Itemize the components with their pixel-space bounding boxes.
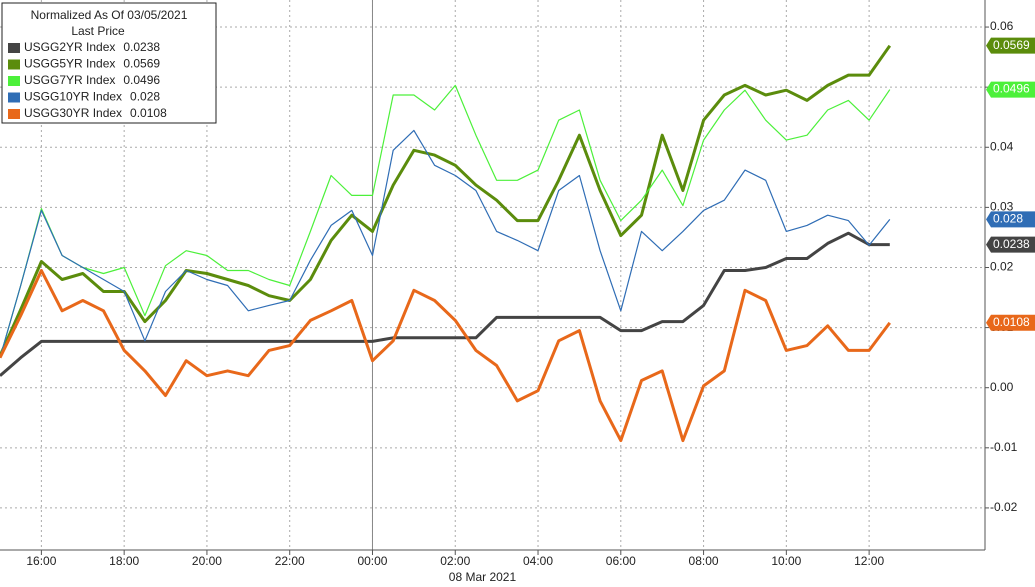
x-tick-label: 02:00 [440, 554, 470, 568]
legend-label: USGG30YR Index [24, 106, 122, 120]
tag-shape [986, 236, 1035, 253]
y-tick-label: 0.00 [990, 380, 1014, 394]
tag-shape [986, 37, 1035, 54]
y-tick-label: 0.02 [990, 260, 1014, 274]
x-tick-label: 00:00 [357, 554, 387, 568]
series-line [0, 129, 891, 358]
series-line [0, 84, 891, 358]
y-tick-label: 0.04 [990, 139, 1014, 153]
x-tick-label: 18:00 [109, 554, 139, 568]
legend-box [1, 2, 217, 124]
tag-shape [986, 211, 1035, 228]
legend-swatch [8, 109, 20, 119]
legend-value: 0.0108 [130, 106, 167, 120]
legend-value: 0.028 [130, 90, 160, 104]
x-tick-label: 06:00 [606, 554, 636, 568]
y-tick-label: 0.03 [990, 200, 1014, 214]
x-tick-label: 12:00 [854, 554, 884, 568]
series-line [0, 231, 890, 377]
legend-swatch [8, 76, 20, 86]
last-value-tag: 0.0569 [986, 37, 1035, 54]
legend-swatch [8, 59, 20, 70]
legend-title: Normalized As Of 03/05/2021 [31, 8, 188, 22]
last-value-tag: 0.0238 [986, 236, 1035, 253]
legend-value: 0.0496 [123, 73, 160, 87]
y-tick-label: -0.01 [990, 440, 1018, 454]
legend-swatch [8, 43, 20, 53]
series-line [0, 44, 892, 357]
last-value-tag: 0.0496 [986, 81, 1035, 98]
legend-value: 0.0238 [123, 40, 160, 54]
legend-label: USGG7YR Index [24, 73, 115, 87]
legend-swatch [8, 92, 20, 103]
tag-label: 0.0496 [993, 82, 1030, 96]
tag-label: 0.0238 [993, 237, 1030, 251]
tag-shape [986, 314, 1035, 331]
series-line [0, 269, 891, 443]
x-tick-label: 22:00 [275, 554, 305, 568]
tag-label: 0.0108 [993, 315, 1030, 329]
tag-label: 0.028 [993, 212, 1023, 226]
last-value-tag: 0.0108 [986, 314, 1035, 331]
x-tick-label: 16:00 [26, 554, 56, 568]
last-value-tag: 0.028 [986, 211, 1035, 228]
x-tick-label: 04:00 [523, 554, 553, 568]
y-tick-label: -0.02 [990, 500, 1018, 514]
legend-label: USGG10YR Index [24, 90, 122, 104]
x-axis-label: 08 Mar 2021 [449, 570, 517, 584]
x-tick-label: 20:00 [192, 554, 222, 568]
legend-value: 0.0569 [123, 57, 160, 71]
tag-shape [986, 81, 1035, 98]
legend-label: USGG5YR Index [24, 57, 115, 71]
legend-label: USGG2YR Index [24, 40, 115, 54]
x-tick-label: 08:00 [689, 554, 719, 568]
legend-subtitle: Last Price [71, 24, 125, 38]
legend: Normalized As Of 03/05/2021 Last Price USG… [1, 2, 217, 124]
tag-label: 0.0569 [993, 38, 1030, 52]
x-tick-label: 10:00 [771, 554, 801, 568]
y-tick-label: 0.06 [990, 19, 1014, 33]
